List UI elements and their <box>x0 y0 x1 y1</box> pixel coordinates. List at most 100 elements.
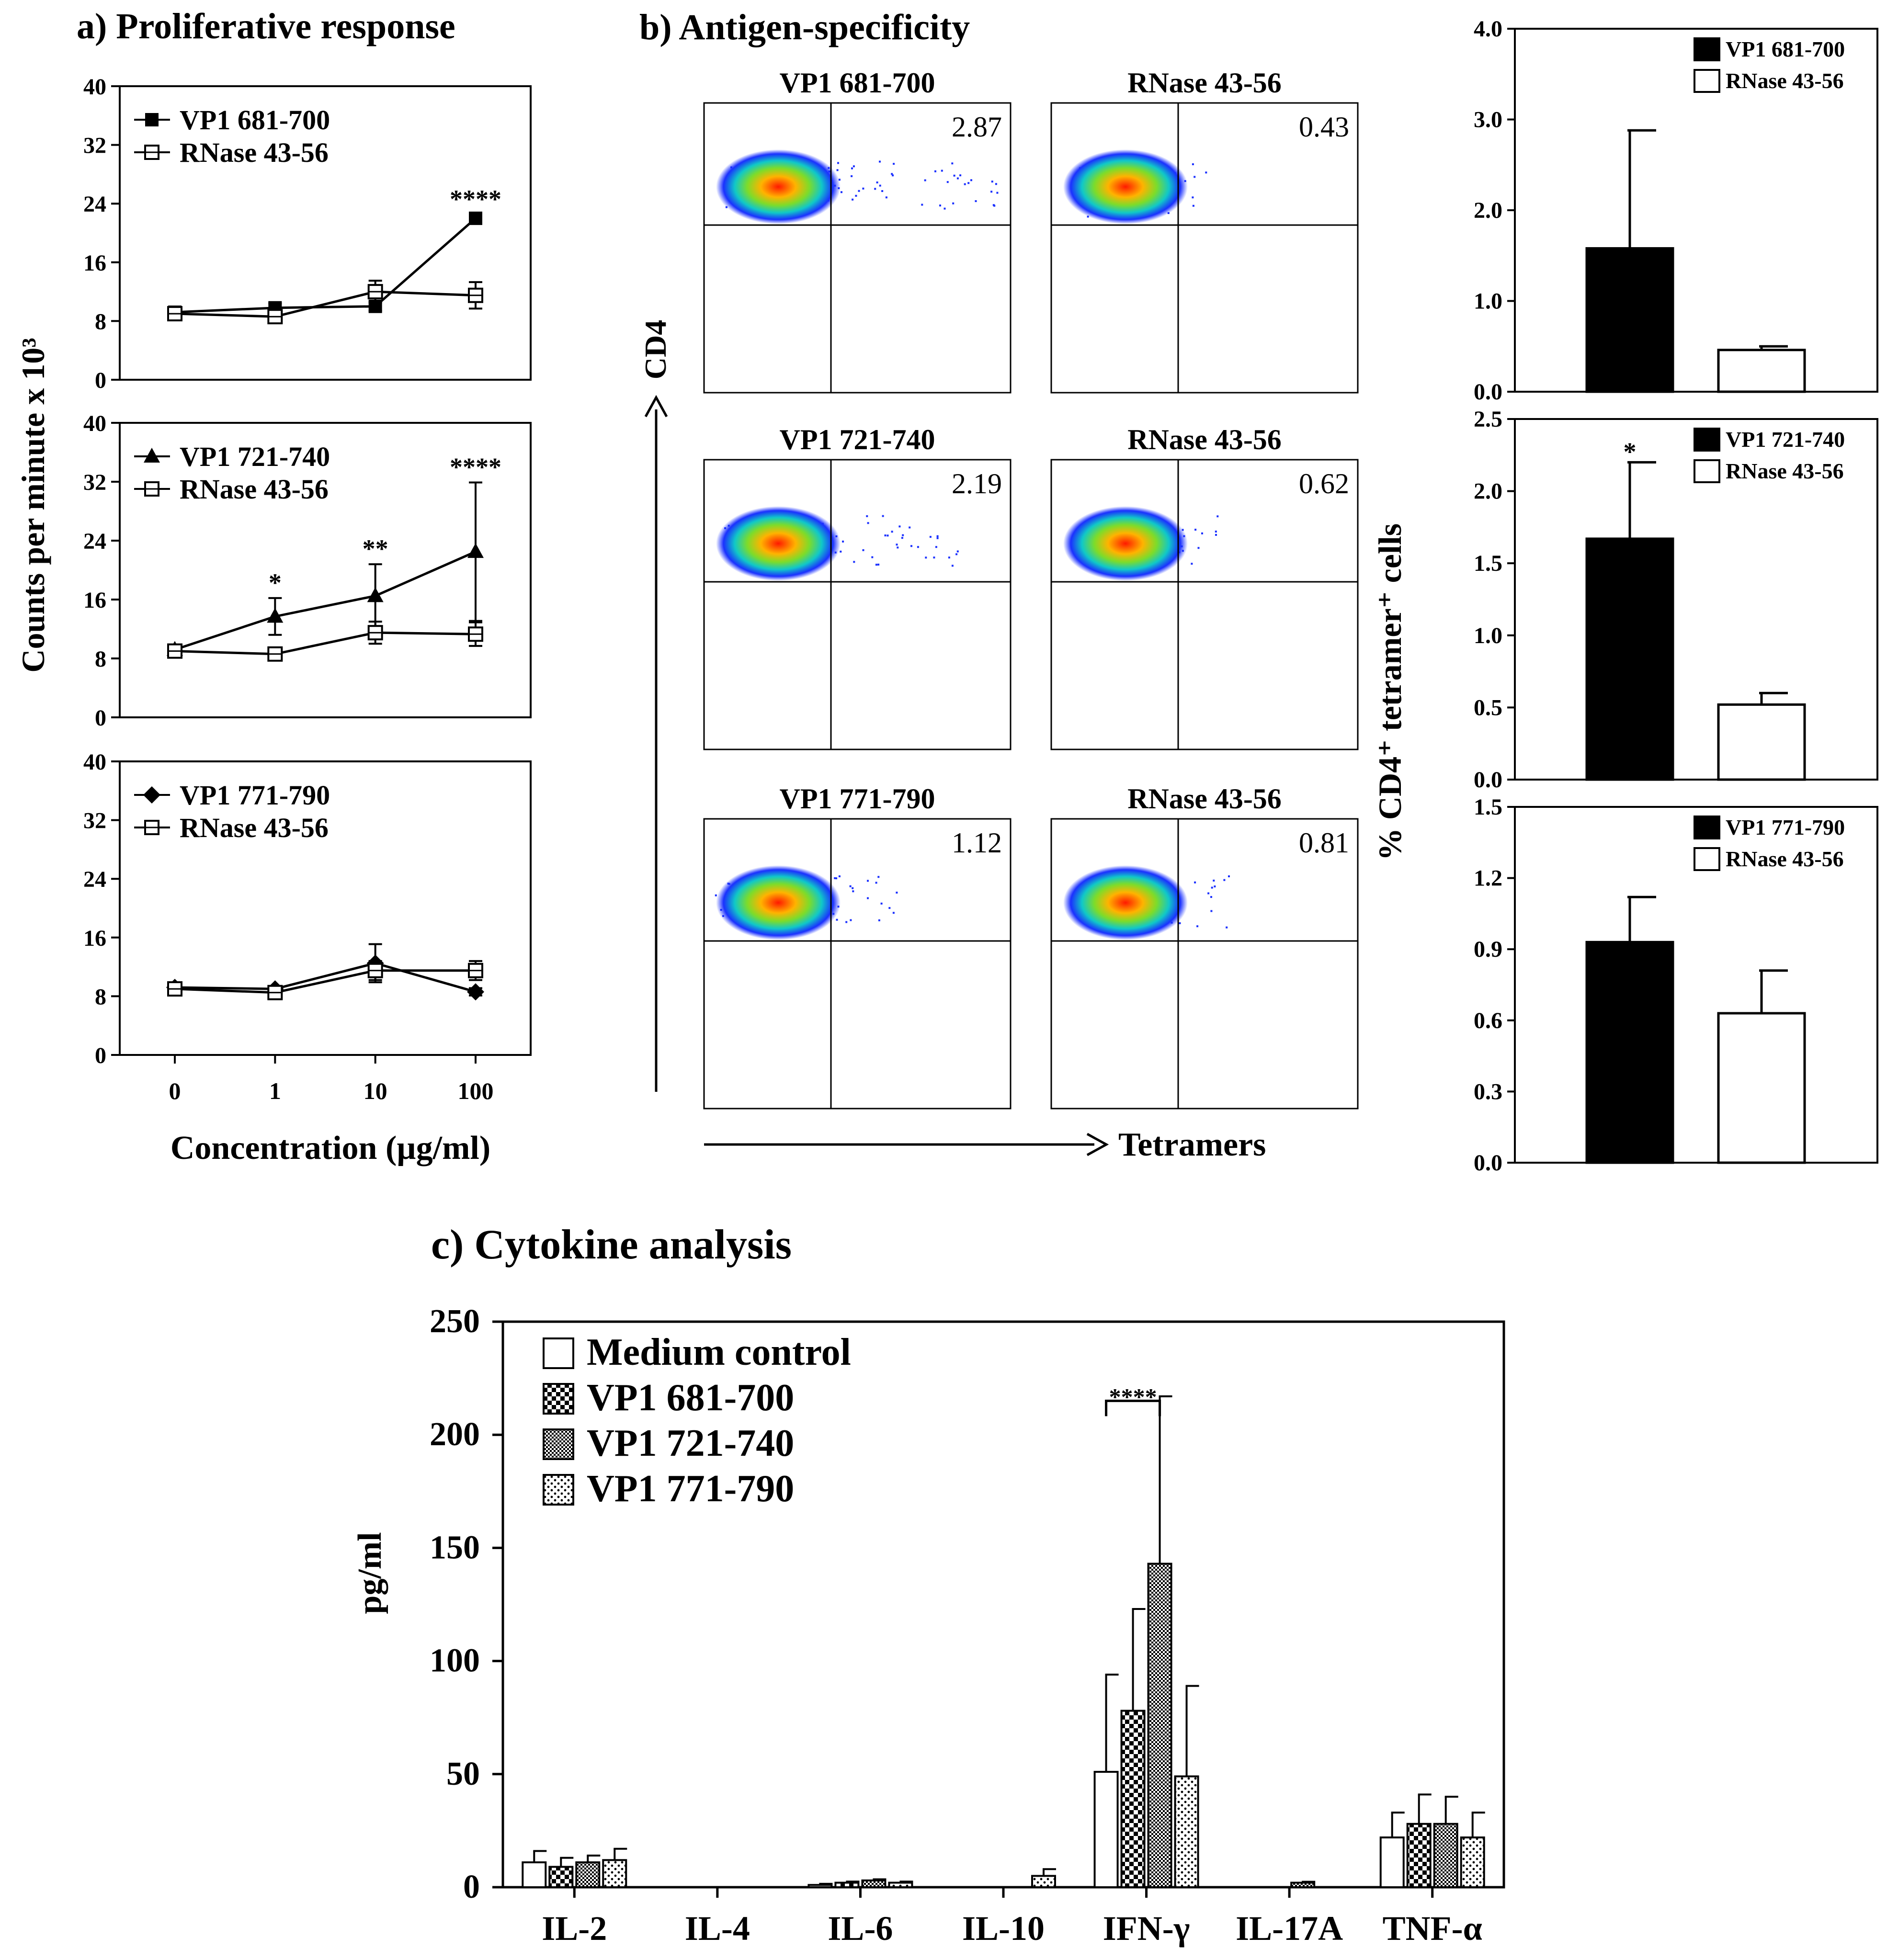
x-tick-label-il-6: IL-6 <box>828 1909 893 1948</box>
y-tick-label: 40 <box>83 74 106 100</box>
tetramer-bar-chart-vp1-681-700: 0.0 1.0 2.0 3.0 4.0 VP1 681-700 RNase 43-56 <box>1474 16 1878 405</box>
flow-plot-frame <box>1050 818 1359 1110</box>
legend-label: VP1 681-700 <box>1726 37 1845 61</box>
y-tick-label: 0.5 <box>1474 695 1502 720</box>
legend-label: VP1 721-740 <box>587 1422 794 1464</box>
legend-swatch <box>543 1474 574 1506</box>
y-tick-label: 16 <box>83 250 106 276</box>
plot-frame <box>119 760 532 1056</box>
flow-plot-vp1-681-700: VP1 681-700 2.87 <box>703 67 1012 394</box>
flow-plot-vp1-721-740: VP1 721-740 2.19 <box>703 424 1012 750</box>
y-tick-label: 1.2 <box>1474 866 1502 891</box>
bar-vp1-721-740-ifn <box>1147 1563 1172 1888</box>
legend-label: RNase 43-56 <box>1726 847 1844 871</box>
flow-plot-title: RNase 43-56 <box>1127 783 1282 815</box>
plot-frame <box>1514 418 1878 781</box>
flow-density-cloud <box>1063 506 1188 581</box>
legend-swatch <box>1694 459 1720 483</box>
x-tick-label: 0 <box>169 1077 181 1104</box>
y-tick-label: 200 <box>430 1416 480 1453</box>
bar-vp1-771-790-il-10 <box>1031 1875 1056 1888</box>
bar-vp1-681-700-ifn <box>1120 1710 1146 1889</box>
legend-swatch <box>1694 816 1720 839</box>
y-tick-label: 150 <box>430 1529 480 1566</box>
legend-label: VP1 681-700 <box>180 104 330 136</box>
y-tick-label: 32 <box>83 808 106 834</box>
bar-vp1-681-700-il-2 <box>548 1866 574 1888</box>
y-tick-label: 1.0 <box>1474 623 1502 648</box>
plot-frame <box>1514 806 1878 1164</box>
legend-label: VP1 681-700 <box>587 1377 794 1419</box>
x-tick-label-ifn: IFN-γ <box>1103 1909 1190 1948</box>
plot-frame <box>119 85 532 381</box>
bar-rnase-43-56 <box>1717 703 1806 781</box>
data-point-vp1-771-790 <box>467 983 484 1001</box>
y-tick-label: 250 <box>430 1303 480 1340</box>
flow-plot-title: RNase 43-56 <box>1127 424 1282 455</box>
legend-label: VP1 721-740 <box>1726 427 1845 452</box>
x-tick-label: 100 <box>458 1077 494 1104</box>
significance-marker: **** <box>450 185 501 214</box>
x-tick-label: 1 <box>269 1077 281 1104</box>
bar-vp1-721-740 <box>1585 537 1674 781</box>
cd4-arrow-head <box>644 395 668 418</box>
y-tick-label: 24 <box>83 529 106 554</box>
data-point-vp1-721-740 <box>467 543 484 558</box>
quadrant-percent: 2.19 <box>952 468 1002 499</box>
flow-cytometry-grid: VP1 681-700 2.87 RNase 43-56 0.43 VP1 721-74… <box>644 67 1359 1156</box>
significance-marker: **** <box>450 453 501 482</box>
series-line-vp1-771-790 <box>174 962 476 993</box>
panel-a-x-axis-label: Concentration (µg/ml) <box>171 1130 490 1167</box>
legend-swatch <box>1694 847 1720 871</box>
flow-x-axis-label: Tetramers <box>1118 1126 1266 1163</box>
flow-density-cloud <box>1063 149 1188 224</box>
bar-vp1-721-740-tnf <box>1433 1823 1458 1889</box>
legend-marker <box>143 786 160 804</box>
bar-vp1-681-700 <box>1585 247 1674 393</box>
tetramer-bar-chart-vp1-721-740: 0.0 0.5 1.0 1.5 2.0 2.5 * VP1 721-740 RNase 43-5… <box>1474 407 1878 793</box>
legend-label: RNase 43-56 <box>1726 459 1844 483</box>
quadrant-percent: 1.12 <box>952 827 1002 859</box>
series-line-rnase-43-56 <box>174 290 476 318</box>
bar-vp1-771-790 <box>1585 940 1674 1164</box>
flow-plot-frame <box>1050 102 1359 394</box>
panel-b-bars-y-axis-label: % CD4⁺ tetramer⁺ cells <box>1372 523 1408 861</box>
panel-c-y-axis-label: pg/ml <box>352 1532 388 1614</box>
y-tick-label: 40 <box>83 411 106 436</box>
flow-density-cloud <box>716 506 841 581</box>
y-tick-label: 8 <box>95 309 106 334</box>
y-tick-label: 8 <box>95 646 106 672</box>
series-line-vp1-721-740 <box>174 550 477 651</box>
y-tick-label: 1.5 <box>1474 794 1502 820</box>
y-tick-label: 16 <box>83 588 106 613</box>
bar-vp1-721-740-il-6 <box>861 1879 887 1888</box>
legend-swatch <box>543 1383 574 1415</box>
cytokine-bar-chart: 0 50 100 150 200 250 IL-2 IL-4 IL-6 IL-10 IFN-γ IL-… <box>430 1303 1505 1948</box>
y-tick-label: 8 <box>95 984 106 1009</box>
significance-marker: * <box>269 568 282 597</box>
bar-medium-control-tnf <box>1379 1836 1405 1889</box>
y-tick-label: 40 <box>83 749 106 775</box>
flow-density-cloud <box>716 149 841 224</box>
significance-marker: * <box>1624 437 1637 466</box>
x-tick-label-il-17a: IL-17A <box>1236 1909 1343 1948</box>
legend-swatch <box>543 1428 574 1460</box>
y-tick-label: 24 <box>83 867 106 892</box>
significance-bracket <box>1105 1399 1161 1416</box>
bar-vp1-771-790-il-2 <box>602 1859 627 1889</box>
y-tick-label: 0 <box>95 368 106 393</box>
y-tick-label: 0.3 <box>1474 1079 1502 1104</box>
bar-vp1-771-790-il-6 <box>888 1881 913 1889</box>
series-line-rnase-43-56 <box>174 631 476 656</box>
series-line-rnase-43-56 <box>174 969 476 994</box>
x-tick-label-il-4: IL-4 <box>685 1909 750 1948</box>
significance-marker: **** <box>1109 1383 1157 1410</box>
flow-plot-rnase-43-56: RNase 43-56 0.81 <box>1050 783 1359 1110</box>
flow-plot-frame <box>703 818 1012 1110</box>
data-point-vp1-681-700 <box>469 211 482 225</box>
panel-c-title: c) Cytokine analysis <box>431 1222 792 1268</box>
y-tick-label: 32 <box>83 133 106 159</box>
y-tick-label: 0 <box>95 1043 106 1068</box>
